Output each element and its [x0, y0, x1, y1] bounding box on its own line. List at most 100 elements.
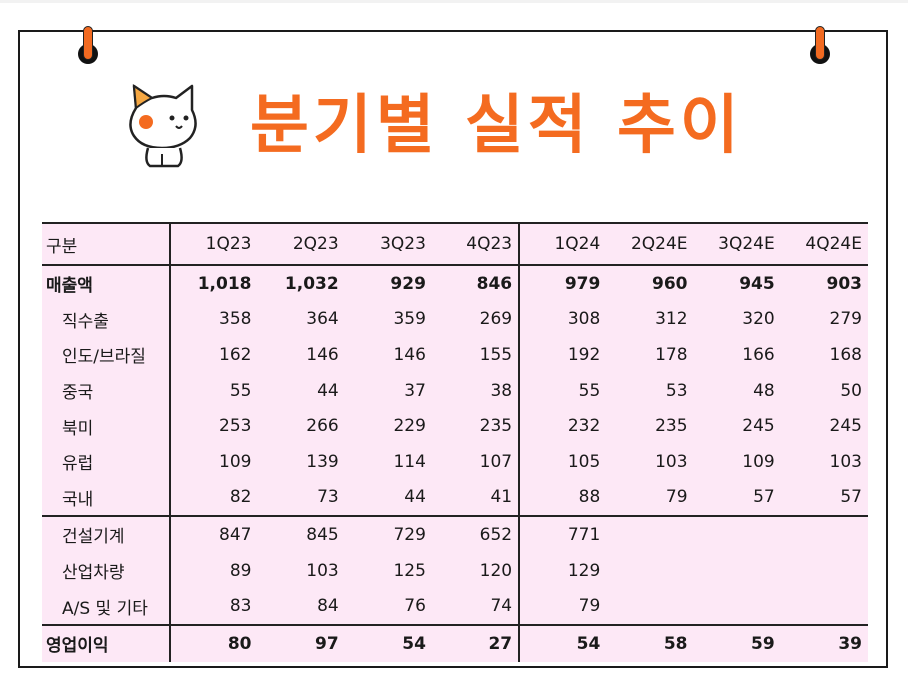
table-cell: 44 — [404, 487, 426, 508]
table-cell: 105 — [518, 443, 607, 480]
row-label: 영업이익 — [42, 623, 171, 662]
table-cell: 103 — [655, 451, 688, 472]
table-cell: 107 — [479, 451, 513, 472]
row-label: 유럽 — [62, 454, 94, 475]
table-cell: 80 — [169, 623, 258, 662]
table-cell: 364 — [306, 309, 339, 330]
table-cell: 168 — [829, 344, 862, 365]
table-cell: 945 — [739, 273, 775, 294]
table-cell: 53 — [665, 380, 688, 401]
table-cell: 253 — [169, 408, 258, 444]
table-cell: 146 — [393, 344, 426, 365]
header-cell: 3Q23 — [344, 222, 432, 266]
table-cell — [606, 553, 693, 589]
header-cell: 2Q23 — [257, 222, 345, 266]
row-label: 매출액 — [46, 276, 93, 297]
table-cell: 57 — [840, 487, 862, 508]
table-cell — [694, 553, 781, 589]
table-cell: 59 — [693, 623, 781, 662]
table-cell: 84 — [317, 596, 339, 617]
table-cell: 245 — [829, 416, 862, 437]
header-cell: 2Q24E — [606, 222, 694, 266]
header-cell: 3Q24E — [693, 222, 781, 266]
table-cell: 229 — [393, 416, 426, 437]
table-cell: 166 — [742, 344, 775, 365]
table-cell: 846 — [476, 273, 513, 294]
table-cell: 129 — [518, 552, 607, 589]
table-cell: 929 — [390, 273, 426, 294]
table-cell: 1,018 — [169, 265, 258, 302]
table-header-row: 구분 1Q23 2Q23 3Q23 4Q23 1Q24 2Q24E 3Q24E … — [42, 222, 868, 266]
row-label: 건설기계 — [42, 515, 171, 553]
table-cell: 359 — [393, 309, 426, 330]
table-cell: 39 — [780, 623, 868, 662]
cat-mascot-icon — [129, 84, 197, 168]
header-cell: 4Q24E — [780, 222, 868, 266]
quarterly-results-table: 구분 1Q23 2Q23 3Q23 4Q23 1Q24 2Q24E 3Q24E … — [42, 222, 868, 662]
table-cell: 48 — [753, 380, 775, 401]
row-label: 중국 — [62, 383, 94, 404]
table-cell: 82 — [169, 479, 258, 517]
table-cell: 27 — [431, 623, 520, 662]
table-cell: 312 — [655, 309, 688, 330]
header-cell: 4Q23 — [431, 222, 520, 266]
table-cell — [781, 588, 868, 625]
table-cell: 97 — [257, 623, 345, 662]
table-cell: 320 — [742, 309, 775, 330]
table-cell: 109 — [742, 451, 775, 472]
table-cell: 55 — [518, 372, 607, 409]
table-cell: 269 — [479, 309, 513, 330]
table-row: 북미 253 266 229 235 232 235 245 245 — [42, 408, 868, 444]
table-cell: 162 — [169, 337, 258, 373]
table-cell: 729 — [344, 515, 432, 553]
table-cell: 146 — [306, 344, 339, 365]
table-cell: 125 — [393, 560, 426, 581]
table-row: 유럽 109 139 114 107 105 103 109 103 — [42, 443, 868, 480]
table-cell: 771 — [518, 515, 607, 553]
table-cell: 235 — [655, 416, 688, 437]
table-cell: 89 — [169, 552, 258, 589]
table-cell: 109 — [169, 443, 258, 480]
table-cell: 652 — [431, 515, 520, 553]
table-cell: 76 — [404, 596, 426, 617]
table-cell: 83 — [169, 588, 258, 625]
table-row: 중국 55 44 37 38 55 53 48 50 — [42, 372, 868, 409]
table-cell: 155 — [479, 344, 513, 365]
table-cell: 114 — [393, 451, 426, 472]
table-cell: 79 — [665, 487, 688, 508]
table-cell: 279 — [829, 309, 862, 330]
table-cell: 37 — [404, 380, 426, 401]
table-cell: 103 — [829, 451, 862, 472]
table-cell: 58 — [606, 623, 694, 662]
table-cell: 88 — [518, 479, 607, 517]
row-label: A/S 및 기타 — [62, 598, 148, 619]
table-cell: 979 — [518, 265, 607, 302]
table-cell: 266 — [306, 416, 339, 437]
table-row: 건설기계 847 845 729 652 771 — [42, 515, 868, 553]
table-cell: 38 — [490, 380, 513, 401]
table-cell: 903 — [826, 273, 863, 294]
table-row: 산업차량 89 103 125 120 129 — [42, 552, 868, 589]
table-cell — [693, 515, 781, 553]
page-title: 분기별 실적 추이 — [250, 89, 743, 163]
header-cell: 구분 — [42, 222, 171, 266]
table-cell — [781, 553, 868, 589]
table-cell: 358 — [169, 301, 258, 338]
table-row: 인도/브라질 162 146 146 155 192 178 166 168 — [42, 337, 868, 373]
table-cell — [694, 588, 781, 625]
table-row: A/S 및 기타 83 84 76 74 79 — [42, 588, 868, 625]
table-cell — [780, 515, 868, 553]
table-cell: 845 — [257, 515, 345, 553]
table-cell: 57 — [753, 487, 775, 508]
table-cell: 54 — [344, 623, 432, 662]
row-label: 북미 — [62, 418, 94, 439]
table-cell: 79 — [518, 588, 607, 625]
header-cell: 1Q24 — [518, 222, 607, 266]
table-cell: 245 — [742, 416, 775, 437]
row-label: 산업차량 — [62, 563, 125, 584]
table-cell — [606, 515, 694, 553]
table-row: 국내 82 73 44 41 88 79 57 57 — [42, 479, 868, 517]
table-cell: 192 — [518, 337, 607, 373]
table-row: 직수출 358 364 359 269 308 312 320 279 — [42, 301, 868, 338]
table-cell: 232 — [518, 408, 607, 444]
